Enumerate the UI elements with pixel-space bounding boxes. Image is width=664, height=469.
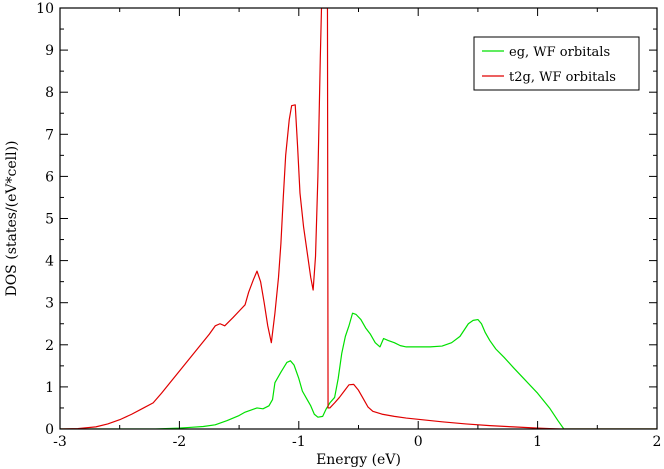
x-tick-label: -3: [53, 434, 67, 450]
y-tick-label: 7: [45, 127, 54, 143]
x-tick-label: 1: [533, 434, 542, 450]
legend-label-t2g: t2g, WF orbitals: [509, 70, 616, 85]
ticks-layer: -3 -2 -1 0 1 2 0 1 2 3 4 5 6 7 8 9 10: [36, 1, 661, 450]
series-layer: [60, 8, 657, 429]
y-tick-label: 5: [45, 212, 54, 228]
y-tick-label: 1: [45, 380, 54, 396]
x-tick-label: 0: [414, 434, 423, 450]
y-tick-label: 3: [45, 296, 54, 312]
y-tick-label: 8: [45, 85, 54, 101]
legend-label-eg: eg, WF orbitals: [509, 45, 610, 60]
legend-box: [473, 36, 640, 91]
y-tick-label: 2: [45, 338, 54, 354]
y-tick-label: 4: [45, 254, 54, 270]
y-axis-title: DOS (states/(eV*cell)): [4, 140, 20, 296]
x-axis-title: Energy (eV): [316, 452, 401, 468]
y-tick-label: 10: [36, 1, 54, 17]
legend: eg, WF orbitals t2g, WF orbitals: [473, 36, 640, 91]
y-tick-label: 0: [45, 422, 54, 438]
y-tick-label: 9: [45, 43, 54, 59]
series-line-t2g: [60, 8, 657, 429]
x-tick-label: 2: [653, 434, 662, 450]
x-tick-label: -2: [173, 434, 187, 450]
x-tick-label: -1: [292, 434, 306, 450]
series-line-eg: [60, 312, 657, 429]
y-tick-label: 6: [45, 169, 54, 185]
